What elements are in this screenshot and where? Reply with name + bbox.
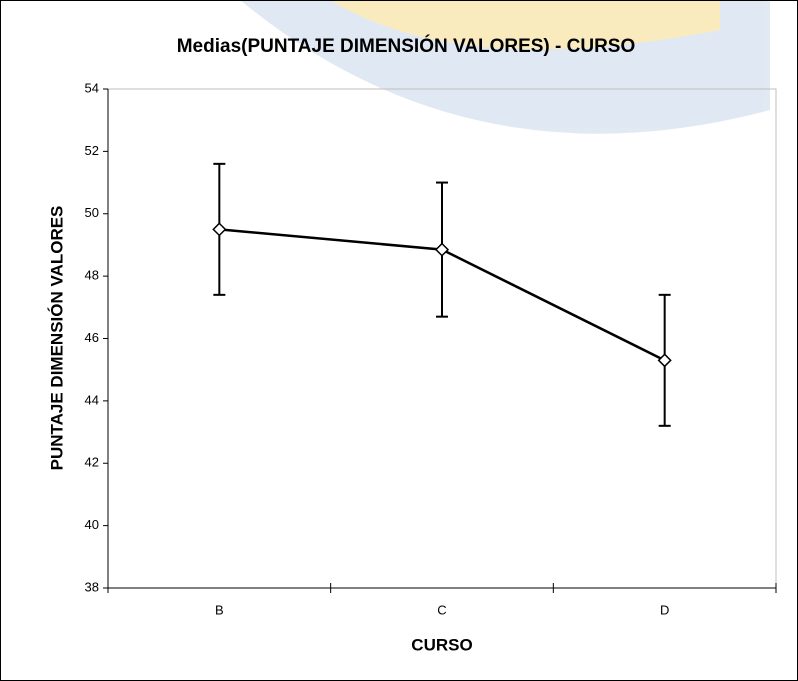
data-point [434, 242, 450, 257]
data-point [657, 353, 672, 368]
y-tick-label: 46 [85, 330, 99, 345]
x-tick-label: B [215, 602, 224, 617]
y-tick-label: 44 [85, 392, 99, 407]
x-tick-label: D [660, 602, 669, 617]
y-tick-label: 54 [85, 80, 99, 95]
y-tick-label: 40 [85, 517, 99, 532]
watermark-shape [330, 0, 720, 50]
y-tick-label: 42 [85, 455, 99, 470]
data-point [212, 222, 227, 237]
plot-area [107, 88, 777, 589]
y-tick-label: 52 [85, 143, 99, 158]
y-tick-label: 50 [85, 205, 99, 220]
y-tick-label: 48 [85, 268, 99, 283]
y-axis-title: PUNTAJE DIMENSIÓN VALORES [47, 206, 66, 471]
y-tick-label: 38 [85, 579, 99, 594]
watermark-shape [240, 0, 770, 134]
chart-title: Medias(PUNTAJE DIMENSIÓN VALORES) - CURS… [177, 35, 636, 57]
watermark [240, 0, 770, 134]
x-axis-title: CURSO [411, 635, 472, 654]
x-tick-label: C [437, 602, 446, 617]
